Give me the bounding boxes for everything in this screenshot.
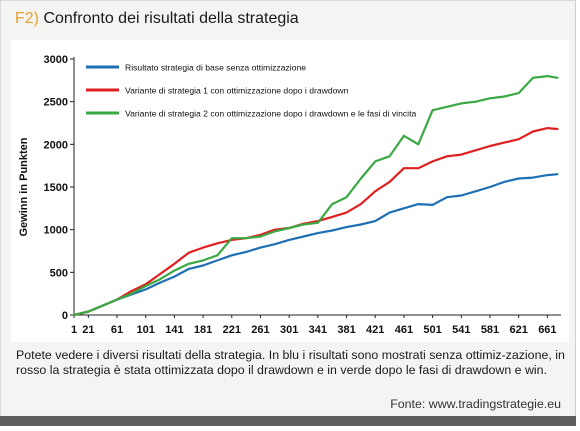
legend-label-1: Risultato strategia di base senza ottimi… [125, 63, 306, 73]
y-tick-label: 0 [62, 310, 68, 322]
x-tick-label: 101 [137, 324, 155, 336]
source-note: Fonte: www.tradingstrategie.eu [390, 397, 561, 411]
legend-label-2: Variante di strategia 1 con ottimizzazio… [125, 86, 349, 96]
series-line-2 [72, 126, 559, 317]
figure-frame: F2) Confronto dei risultati della strate… [0, 0, 576, 417]
series-line-3 [72, 74, 559, 317]
x-tick-label: 541 [452, 324, 470, 336]
x-tick-label: 301 [280, 324, 298, 336]
x-tick-label: 661 [538, 324, 556, 336]
x-tick-label: 421 [366, 324, 384, 336]
x-tick-label: 221 [223, 324, 241, 336]
x-tick-label: 381 [337, 324, 355, 336]
y-tick-label: 500 [50, 267, 68, 279]
x-tick-label: 341 [309, 324, 327, 336]
figure-title: F2) Confronto dei risultati della strate… [15, 10, 299, 28]
legend-label-3: Variante di strategia 2 con ottimizzazio… [125, 109, 416, 119]
line-chart: 0 500 1000 1500 2000 2500 3000 1 21 61 101 141 181 22… [18, 54, 561, 336]
series-line-1 [72, 173, 559, 317]
x-tick-label: 461 [395, 324, 413, 336]
x-tick-label: 181 [194, 324, 212, 336]
x-tick-label: 61 [111, 324, 123, 336]
x-tick-label: 1 [71, 324, 77, 336]
bottom-bar [0, 416, 576, 426]
y-tick-label: 1000 [44, 225, 68, 237]
y-tick-label: 2500 [44, 97, 68, 109]
figure-title-text: Confronto dei risultati della strategia [43, 10, 299, 27]
y-axis-title: Gewinn in Punkten [18, 137, 30, 236]
y-tick-label: 3000 [44, 54, 68, 66]
x-tick-label: 621 [510, 324, 528, 336]
x-tick-label: 141 [165, 324, 183, 336]
y-tick-label: 2000 [44, 139, 68, 151]
figure-caption: Potete vedere i diversi risultati della … [16, 348, 565, 377]
chart-panel: 0 500 1000 1500 2000 2500 3000 1 21 61 101 141 181 22… [11, 40, 569, 342]
x-tick-label: 21 [82, 324, 94, 336]
y-tick-label: 1500 [44, 182, 68, 194]
x-tick-label: 581 [481, 324, 499, 336]
x-tick-label: 261 [251, 324, 269, 336]
x-tick-label: 501 [423, 324, 441, 336]
figure-label: F2) [15, 10, 39, 27]
